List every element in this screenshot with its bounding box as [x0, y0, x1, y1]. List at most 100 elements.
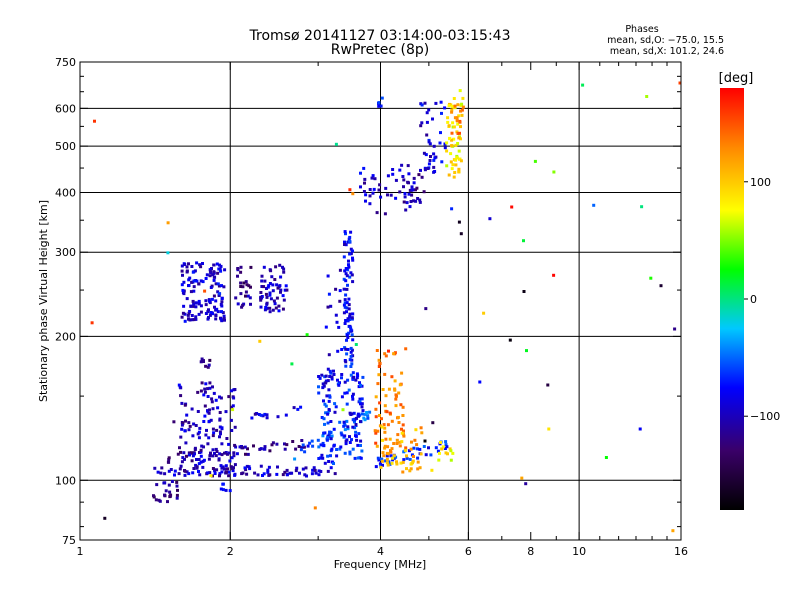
- phase-point: [375, 211, 379, 215]
- phase-point: [210, 397, 214, 401]
- phase-point: [394, 393, 398, 397]
- phase-point: [450, 110, 454, 114]
- phase-point: [345, 306, 349, 310]
- phase-point: [347, 263, 350, 267]
- phase-point: [434, 101, 438, 105]
- phase-point: [383, 404, 387, 408]
- phase-point: [349, 350, 353, 354]
- phase-point: [179, 386, 183, 390]
- phase-point: [265, 287, 268, 290]
- phase-point: [218, 292, 222, 296]
- phase-point: [422, 151, 426, 155]
- phase-point: [420, 175, 424, 179]
- phase-point: [348, 441, 352, 444]
- phase-point: [172, 420, 176, 424]
- phase-point: [412, 181, 416, 185]
- phase-point: [478, 380, 482, 384]
- phase-point: [398, 444, 402, 448]
- phase-point: [390, 461, 394, 465]
- phase-point: [189, 304, 193, 308]
- phase-point: [265, 295, 269, 299]
- phase-point: [459, 109, 463, 113]
- phase-point: [327, 408, 331, 411]
- phase-point: [408, 188, 412, 192]
- phase-point: [268, 310, 272, 314]
- phase-point: [204, 433, 208, 437]
- phase-point: [344, 319, 348, 322]
- phase-point: [216, 310, 220, 314]
- phase-point: [229, 418, 233, 422]
- phase-point: [443, 146, 447, 150]
- phase-point: [240, 472, 244, 476]
- phase-point: [349, 354, 353, 358]
- phase-point: [103, 516, 107, 520]
- phase-point: [427, 446, 430, 450]
- phase-point: [329, 454, 332, 458]
- phase-point: [215, 450, 219, 453]
- phase-info-x-mode: mean, sd,X: 101.2, 24.6: [610, 46, 724, 57]
- phase-point: [296, 407, 300, 411]
- phase-point: [272, 299, 276, 303]
- phase-point: [405, 454, 408, 458]
- phase-point: [350, 348, 354, 352]
- phase-point: [291, 440, 295, 443]
- phase-point: [386, 463, 390, 467]
- phase-point: [260, 285, 264, 288]
- phase-point: [211, 312, 214, 316]
- phase-point: [156, 470, 160, 474]
- phase-point: [391, 456, 395, 460]
- phase-point: [402, 185, 405, 189]
- phase-point: [199, 279, 203, 283]
- phase-point: [397, 421, 401, 424]
- phase-point: [181, 421, 185, 425]
- phase-point: [460, 113, 464, 117]
- phase-point: [154, 498, 158, 502]
- phase-point: [328, 394, 332, 398]
- phase-point: [208, 386, 212, 390]
- phase-point: [312, 466, 316, 470]
- phase-point: [200, 381, 204, 385]
- phase-point: [346, 425, 350, 429]
- phase-point: [163, 472, 167, 476]
- phase-point: [415, 447, 419, 451]
- phase-point: [378, 183, 382, 187]
- phase-point: [338, 299, 342, 303]
- phase-point: [239, 265, 243, 269]
- axis-ticks: 1 2 4 6 8 10 16 75 100 200 300 400 500 600 750: [55, 56, 688, 558]
- phase-point: [415, 443, 419, 447]
- phase-point: [261, 474, 264, 477]
- phase-point: [354, 423, 358, 426]
- phase-point: [356, 412, 360, 416]
- phase-point: [279, 288, 283, 292]
- phase-point: [176, 488, 179, 492]
- phase-point: [348, 235, 352, 239]
- phase-point: [416, 467, 420, 471]
- phase-point: [400, 440, 404, 444]
- phase-point: [343, 346, 347, 350]
- phase-point: [305, 474, 308, 478]
- phase-point: [330, 434, 334, 438]
- phase-point: [283, 447, 287, 451]
- phase-point: [195, 279, 199, 283]
- phase-point: [190, 314, 194, 317]
- phase-point: [343, 301, 347, 305]
- phase-point: [454, 143, 458, 147]
- phase-point: [412, 199, 416, 203]
- phase-point: [208, 381, 212, 385]
- phase-point: [311, 444, 315, 448]
- phase-point: [185, 413, 189, 417]
- phase-point: [167, 460, 171, 464]
- phase-point: [326, 367, 330, 371]
- phase-point: [263, 412, 267, 416]
- phase-point: [437, 458, 441, 462]
- phase-point: [343, 243, 346, 246]
- phase-point: [266, 285, 270, 289]
- phase-point: [408, 205, 412, 209]
- phase-point: [211, 454, 215, 458]
- phase-point: [363, 177, 367, 181]
- phase-point: [248, 296, 252, 300]
- phase-point: [192, 302, 196, 306]
- phase-point: [388, 411, 392, 415]
- phase-point: [384, 437, 388, 441]
- phase-point: [230, 405, 234, 409]
